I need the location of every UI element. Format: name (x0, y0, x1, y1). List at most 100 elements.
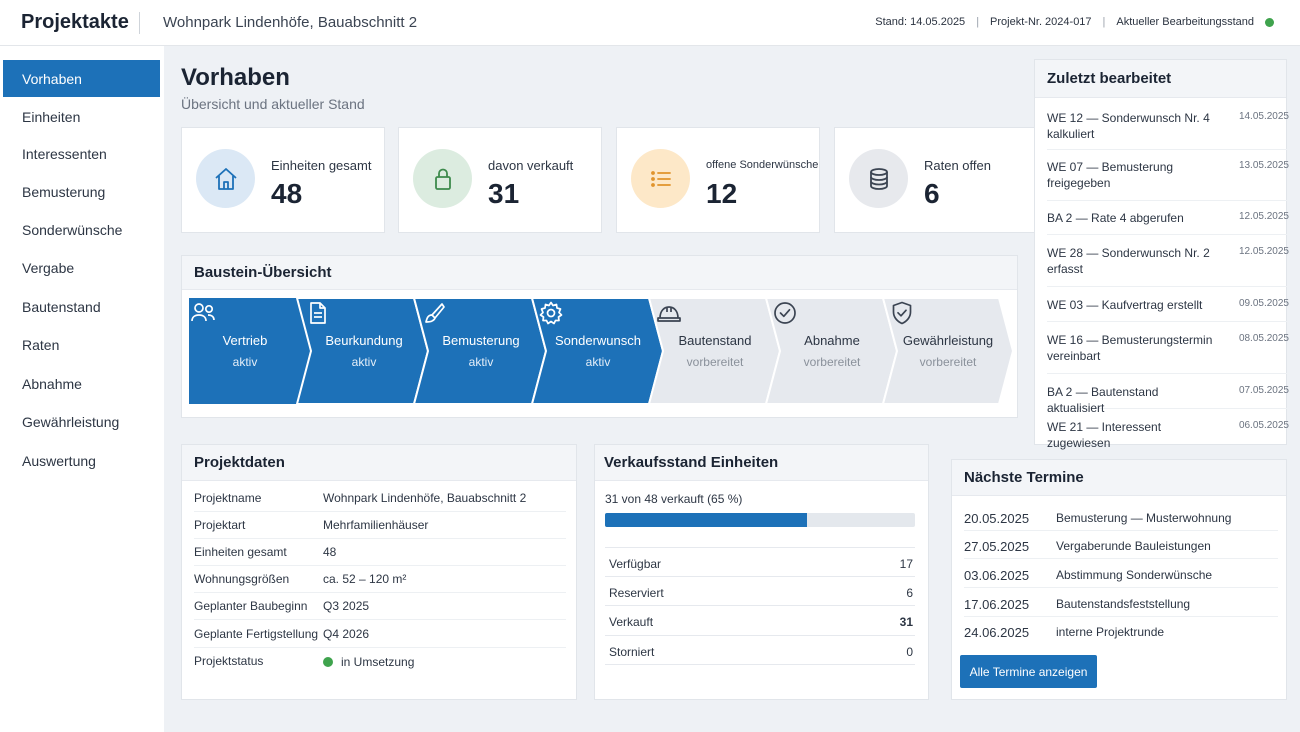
sidebar-item-gewaehrleistung[interactable]: Gewährleistung (3, 403, 160, 440)
table-row: Projektart Mehrfamilienhäuser (194, 512, 566, 539)
row-value: Wohnpark Lindenhöfe, Bauabschnitt 2 (323, 491, 527, 505)
all-appointments-button[interactable]: Alle Termine anzeigen (960, 655, 1097, 688)
stage-arrows (189, 298, 1013, 404)
sidebar-item-auswertung[interactable]: Auswertung (3, 442, 160, 479)
lock-icon (413, 149, 472, 208)
list-item[interactable]: 24.06.2025 interne Projektrunde (964, 617, 1278, 645)
recent-date: 14.05.2025 (1238, 111, 1289, 122)
list-item[interactable]: WE 21 — Interessent zugewiesen 06.05.2025 (1047, 419, 1289, 450)
recent-date: 08.05.2025 (1238, 333, 1289, 344)
recent-date: 12.05.2025 (1238, 211, 1289, 222)
list-item[interactable]: BA 2 — Rate 4 abgerufen 12.05.2025 (1047, 210, 1289, 235)
termin-text: Abstimmung Sonderwünsche (1056, 568, 1213, 582)
shield-check-icon (892, 301, 912, 325)
kpi-card-einheiten[interactable]: Einheiten gesamt 48 (181, 127, 385, 233)
termin-date: 24.06.2025 (964, 625, 1030, 640)
list-item[interactable]: 27.05.2025 Vergaberunde Bauleistungen (964, 531, 1278, 559)
stage-sonderwunsch: Sonderwunsch aktiv (538, 298, 658, 404)
meta-separator: | (1102, 16, 1106, 28)
stage-shape-abnahme[interactable] (764, 298, 899, 404)
list-item[interactable]: WE 16 — Bemusterungstermin vereinbart 08.… (1047, 332, 1289, 374)
row-key: Projektname (194, 491, 262, 505)
meta-separator: | (976, 16, 980, 28)
stage-shape-beurkundung[interactable] (295, 298, 430, 404)
sidebar-item-label: Einheiten (22, 108, 81, 125)
table-row: Verkauft 31 (605, 605, 915, 635)
house-icon (196, 149, 255, 208)
list-item[interactable]: 17.06.2025 Bautenstandsfeststellung (964, 589, 1278, 617)
stage-status: vorbereitet (686, 355, 744, 369)
termin-text: interne Projektrunde (1056, 625, 1165, 639)
stage-status: aktiv (585, 355, 611, 369)
kpi-label: davon verkauft (488, 158, 574, 173)
header-meta: Stand: 14.05.2025 | Projekt-Nr. 2024-017… (875, 16, 1274, 28)
sidebar-item-einheiten[interactable]: Einheiten (3, 98, 160, 135)
panel-title: Zuletzt bearbeitet (1035, 60, 1286, 98)
list-item[interactable]: WE 28 — Sonderwunsch Nr. 2 erfasst 12.05.… (1047, 245, 1289, 287)
stage-status: aktiv (232, 355, 258, 369)
project-name: Wohnpark Lindenhöfe, Bauabschnitt 2 (163, 14, 418, 31)
document-icon (310, 302, 326, 324)
stage-shape-bautenstand[interactable] (647, 298, 782, 404)
table-row: Einheiten gesamt 48 (194, 539, 566, 566)
sidebar-item-bemusterung[interactable]: Bemusterung (3, 173, 160, 210)
kpi-card-raten[interactable]: Raten offen 6 (834, 127, 1038, 233)
sidebar-item-sonderwuensche[interactable]: Sonderwünsche (3, 211, 160, 248)
stage-status: vorbereitet (919, 355, 977, 369)
kpi-value: 12 (706, 178, 738, 209)
sidebar-item-raten[interactable]: Raten (3, 326, 160, 363)
termine-panel: Nächste Termine 20.05.2025 Bemusterung — … (951, 459, 1287, 700)
row-key: Geplante Fertigstellung (194, 627, 319, 641)
kpi-card-verkauft[interactable]: davon verkauft 31 (398, 127, 602, 233)
row-key: Reserviert (609, 586, 664, 600)
sidebar-item-label: Abnahme (22, 375, 82, 392)
kpi-label: Raten offen (924, 158, 991, 173)
row-value: in Umsetzung (323, 655, 414, 669)
kpi-value: 31 (488, 178, 520, 209)
list-item[interactable]: WE 03 — Kaufvertrag erstellt 09.05.2025 (1047, 297, 1289, 322)
sidebar-item-interessenten[interactable]: Interessenten (3, 135, 160, 172)
stage-status: aktiv (468, 355, 494, 369)
stage-status: aktiv (351, 355, 377, 369)
stage-shape-sonderwunsch[interactable] (530, 298, 665, 404)
projektdaten-panel: Projektdaten Projektname Wohnpark Lindenh… (181, 444, 577, 700)
recent-date: 12.05.2025 (1238, 246, 1289, 257)
sidebar-item-abnahme[interactable]: Abnahme (3, 365, 160, 402)
stage-name: Vertrieb (222, 333, 268, 348)
list-item[interactable]: WE 07 — Bemusterung freigegeben 13.05.202… (1047, 159, 1289, 201)
recent-text: WE 12 — Sonderwunsch Nr. 4 kalkuliert (1047, 111, 1210, 141)
brush-icon (425, 303, 445, 323)
list-item[interactable]: WE 12 — Sonderwunsch Nr. 4 kalkuliert 14.… (1047, 110, 1289, 150)
sidebar-item-vergabe[interactable]: Vergabe (3, 249, 160, 286)
sidebar-item-label: Auswertung (22, 452, 96, 469)
row-value: Mehrfamilienhäuser (323, 518, 429, 532)
sidebar-item-label: Bemusterung (22, 183, 106, 200)
sidebar-item-label: Vergabe (22, 259, 75, 276)
sidebar-item-label: Bautenstand (22, 298, 101, 315)
project-status: in Umsetzung (341, 655, 415, 669)
row-value: 6 (906, 586, 913, 600)
list-icon (631, 149, 690, 208)
stage-gewaehrleistung: Gewährleistung vorbereitet (889, 298, 1007, 404)
stage-name: Bemusterung (442, 333, 520, 348)
row-key: Geplanter Baubeginn (194, 599, 308, 613)
top-bar: Projektakte Wohnpark Lindenhöfe, Bauabsc… (0, 0, 1300, 46)
list-item[interactable]: 20.05.2025 Bemusterung — Musterwohnung (964, 503, 1278, 531)
recent-date: 13.05.2025 (1238, 160, 1289, 171)
sidebar-item-bautenstand[interactable]: Bautenstand (3, 288, 160, 325)
stage-shape-bemusterung[interactable] (412, 298, 548, 404)
recent-text: BA 2 — Bautenstand aktualisiert (1047, 385, 1159, 415)
stage-shape-gewaehrleistung[interactable] (881, 298, 1013, 404)
list-item[interactable]: BA 2 — Bautenstand aktualisiert 07.05.202… (1047, 384, 1289, 415)
recent-text: WE 16 — Bemusterungstermin vereinbart (1047, 333, 1213, 363)
stage-vertrieb: Vertrieb aktiv (189, 298, 301, 404)
sidebar-item-label: Vorhaben (22, 70, 82, 87)
table-row: Geplanter Baubeginn Q3 2025 (194, 593, 566, 620)
sidebar: Vorhaben Einheiten Interessenten Bemuste… (0, 46, 164, 732)
stage-shape-vertrieb[interactable] (189, 298, 311, 404)
kpi-card-sonderwuensche[interactable]: offene Sonderwünsche 12 (616, 127, 820, 233)
row-key: Verkauft (609, 615, 654, 629)
sidebar-item-vorhaben[interactable]: Vorhaben (3, 60, 160, 97)
list-item[interactable]: 03.06.2025 Abstimmung Sonderwünsche (964, 560, 1278, 588)
users-icon (191, 303, 215, 322)
